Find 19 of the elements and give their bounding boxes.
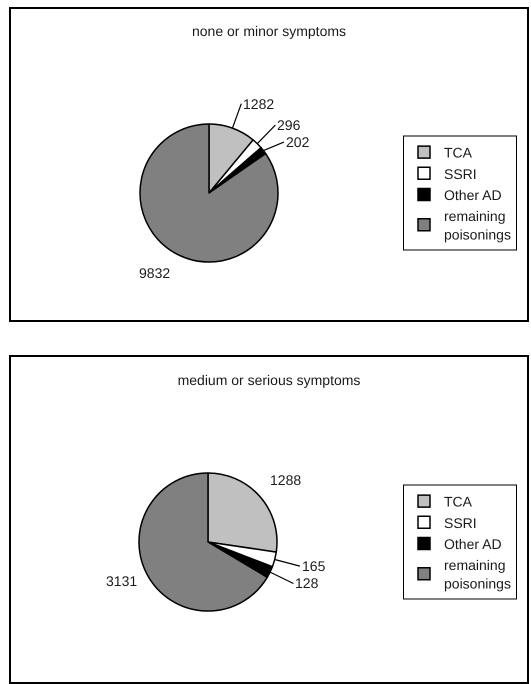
pie-slice [139, 123, 279, 263]
data-label: 202 [286, 134, 310, 150]
chart-title: medium or serious symptoms [178, 372, 360, 388]
data-label: 3131 [106, 573, 138, 589]
legend-label: SSRI [444, 166, 477, 182]
legend-label: Other AD [444, 536, 502, 552]
chart-title: none or minor symptoms [192, 22, 346, 39]
data-label: 296 [277, 117, 301, 133]
data-label: 9832 [139, 265, 170, 281]
data-label: 1288 [270, 472, 302, 488]
legend-label: TCA [444, 144, 473, 161]
data-label: 165 [302, 558, 326, 574]
data-label: 128 [295, 575, 319, 591]
legend-label: remaining poisonings [444, 208, 511, 242]
data-label: 1282 [243, 96, 274, 112]
legend-label: remaining poisonings [444, 557, 511, 592]
legend-label: SSRI [444, 514, 477, 531]
legend-label: Other AD [444, 186, 502, 203]
legend-label: TCA [444, 494, 473, 510]
